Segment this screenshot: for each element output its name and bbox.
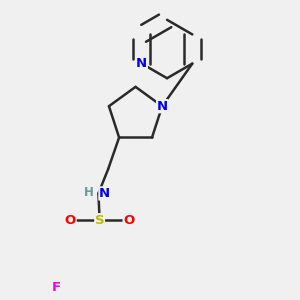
Text: H: H — [84, 186, 94, 199]
Text: N: N — [157, 100, 168, 113]
Text: N: N — [136, 57, 147, 70]
Text: N: N — [99, 187, 110, 200]
Text: O: O — [65, 214, 76, 227]
Text: O: O — [123, 214, 134, 227]
Text: S: S — [95, 214, 104, 227]
Text: F: F — [52, 280, 61, 294]
